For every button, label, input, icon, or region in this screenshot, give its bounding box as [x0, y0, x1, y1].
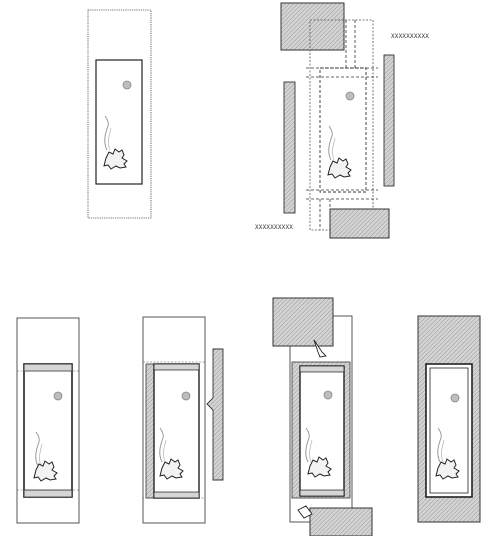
step-c3-insert-arrow-top	[313, 339, 327, 358]
step-c4	[417, 315, 481, 523]
step-c3-sun-circle	[323, 390, 333, 400]
step-b-right-strip	[383, 54, 395, 187]
step-a-panel	[87, 9, 152, 219]
step-b-lower-code: XXXXXXXXXX	[255, 224, 293, 231]
step-c2-sun-circle	[181, 391, 191, 401]
step-c1-top-band	[23, 363, 73, 372]
step-c3-bottom-block	[309, 507, 373, 536]
step-b-panel-outline	[309, 19, 374, 231]
step-c3-picture-frame	[299, 365, 345, 497]
step-c1-sun-circle	[53, 391, 63, 401]
step-b-stem	[328, 125, 336, 161]
step-a-sun-circle	[122, 80, 132, 90]
step-b-bottom-block	[329, 208, 390, 239]
step-b-left-strip	[283, 81, 296, 214]
step-c3-top-block	[272, 297, 334, 347]
step-b-silhouette	[327, 157, 352, 179]
step-c2-right-strip	[206, 348, 224, 481]
step-c4-sun-circle	[450, 393, 460, 403]
step-b-top-block	[280, 2, 345, 51]
step-c2	[142, 316, 224, 524]
step-b-sun-circle	[345, 91, 355, 101]
step-c1-bottom-band	[23, 489, 73, 498]
step-b-upper-code: XXXXXXXXXX	[391, 33, 429, 40]
step-c2-left-strip	[145, 363, 155, 499]
step-c3-insert-arrow-bottom	[297, 505, 313, 519]
step-b-exploded: XXXXXXXXXX XXXXXXXXXX	[255, 2, 429, 239]
step-c3	[272, 297, 373, 536]
step-c1	[16, 317, 80, 524]
